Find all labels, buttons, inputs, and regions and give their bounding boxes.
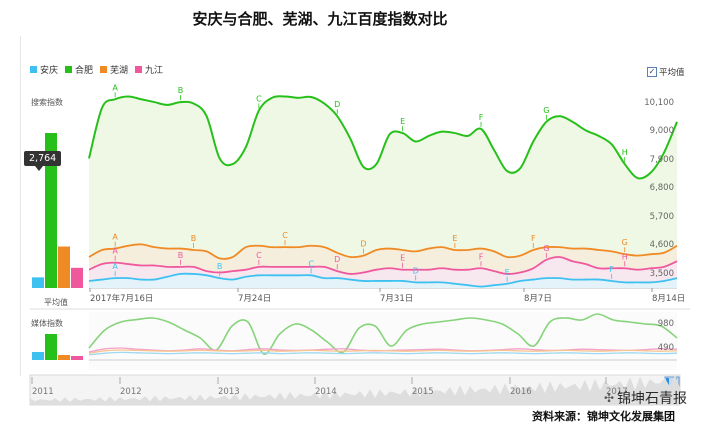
event-marker-F[interactable]: F bbox=[531, 234, 536, 243]
average-toggle-label: 平均值 bbox=[659, 68, 685, 78]
event-marker-A[interactable]: A bbox=[112, 233, 118, 242]
y-tick-label: 4,600 bbox=[650, 240, 674, 250]
event-marker-B[interactable]: B bbox=[178, 251, 184, 260]
average-checkbox[interactable]: ✓ bbox=[647, 67, 657, 77]
timeline-year-label: 2012 bbox=[120, 387, 142, 397]
watermark-text: 锦坤石青报 bbox=[617, 391, 687, 407]
average-bar-九江[interactable] bbox=[71, 267, 83, 288]
legend-label: 九江 bbox=[145, 66, 164, 76]
average-label: 平均值 bbox=[44, 298, 68, 307]
legend-swatch bbox=[100, 66, 108, 73]
search-line-九江 bbox=[88, 256, 678, 275]
watermark: ✣ 锦坤石青报 bbox=[604, 388, 687, 408]
media-line-合肥 bbox=[88, 313, 678, 355]
event-marker-A[interactable]: A bbox=[112, 247, 118, 256]
media-y-tick-label: 490 bbox=[658, 343, 674, 353]
source-note: 资料来源：锦坤文化发展集团 bbox=[532, 410, 675, 423]
average-bar-安庆[interactable] bbox=[32, 277, 44, 288]
event-marker-C[interactable]: C bbox=[256, 95, 262, 104]
event-marker-E[interactable]: E bbox=[452, 234, 457, 243]
timeline-year-label: 2011 bbox=[32, 387, 54, 397]
event-marker-D[interactable]: D bbox=[334, 100, 340, 109]
legend-item-wuhu[interactable]: 芜湖 bbox=[100, 63, 128, 76]
legend-label: 安庆 bbox=[40, 66, 59, 76]
event-marker-F[interactable]: F bbox=[479, 113, 484, 122]
event-marker-C[interactable]: C bbox=[308, 259, 314, 268]
legend-label: 合肥 bbox=[75, 66, 94, 76]
media-index-label: 媒体指数 bbox=[31, 319, 63, 328]
event-marker-F[interactable]: F bbox=[479, 252, 484, 261]
search-line-芜湖 bbox=[88, 243, 678, 260]
media-average-bar-芜湖[interactable] bbox=[58, 355, 70, 360]
event-marker-E[interactable]: E bbox=[400, 254, 405, 263]
y-tick-label: 7,900 bbox=[650, 155, 674, 165]
y-tick-label: 3,500 bbox=[650, 269, 674, 279]
media-line-安庆 bbox=[88, 351, 678, 356]
timeline-year-label: 2014 bbox=[315, 387, 337, 397]
timeline-year-label: 2013 bbox=[218, 387, 240, 397]
y-tick-label: 6,800 bbox=[650, 183, 674, 193]
search-line-安庆 bbox=[88, 272, 678, 288]
y-tick-label: 9,000 bbox=[650, 126, 674, 136]
legend-item-anqing[interactable]: 安庆 bbox=[30, 63, 58, 76]
search-index-label: 搜索指数 bbox=[31, 98, 63, 107]
media-panel-bg bbox=[89, 312, 677, 370]
legend-swatch bbox=[65, 66, 73, 73]
x-tick-label: 2017年7月16日 bbox=[90, 293, 153, 304]
event-marker-A[interactable]: A bbox=[112, 262, 118, 271]
legend: 安庆 合肥 芜湖 九江 bbox=[30, 63, 163, 76]
event-marker-C[interactable]: C bbox=[256, 251, 262, 260]
legend-swatch bbox=[135, 66, 143, 73]
x-tick-label: 8月7日 bbox=[524, 294, 552, 304]
watermark-icon: ✣ bbox=[603, 391, 614, 405]
event-marker-A[interactable]: A bbox=[112, 83, 118, 92]
event-marker-B[interactable]: B bbox=[191, 234, 197, 243]
event-marker-B[interactable]: B bbox=[217, 262, 223, 271]
timeline-year-label: 2017 bbox=[606, 387, 628, 397]
x-tick-label: 8月14日 bbox=[652, 294, 685, 304]
media-average-bar-合肥[interactable] bbox=[45, 334, 57, 360]
value-tooltip: 2,764 bbox=[24, 151, 62, 171]
search-area-安庆 bbox=[89, 273, 677, 288]
legend-item-hefei[interactable]: 合肥 bbox=[65, 63, 93, 76]
y-tick-label: 10,100 bbox=[644, 98, 674, 108]
x-tick-label: 7月24日 bbox=[238, 294, 271, 304]
timeline-activity bbox=[30, 374, 680, 405]
timeline-year-label: 2016 bbox=[510, 387, 532, 397]
x-tick-label: 7月31日 bbox=[380, 294, 413, 304]
media-average-bar-安庆[interactable] bbox=[32, 352, 44, 360]
event-marker-G[interactable]: G bbox=[543, 106, 549, 115]
legend-swatch bbox=[30, 66, 37, 73]
event-marker-G[interactable]: G bbox=[622, 238, 628, 247]
event-marker-E[interactable]: E bbox=[505, 268, 510, 277]
average-bar-合肥[interactable] bbox=[45, 133, 57, 288]
event-marker-F[interactable]: F bbox=[609, 265, 614, 274]
event-marker-D[interactable]: D bbox=[334, 255, 340, 264]
chart-title: 安庆与合肥、芜湖、九江百度指数对比 bbox=[192, 10, 448, 28]
event-marker-B[interactable]: B bbox=[178, 86, 184, 95]
event-marker-D[interactable]: D bbox=[360, 240, 366, 249]
event-marker-C[interactable]: C bbox=[282, 231, 288, 240]
event-marker-D[interactable]: D bbox=[413, 266, 419, 275]
average-bar-芜湖[interactable] bbox=[58, 246, 70, 288]
timeline-year-label: 2015 bbox=[412, 387, 434, 397]
event-marker-E[interactable]: E bbox=[400, 117, 405, 126]
media-line-芜湖 bbox=[88, 349, 678, 354]
y-tick-label: 5,700 bbox=[650, 212, 674, 222]
media-y-tick-label: 980 bbox=[658, 319, 674, 329]
search-area-合肥 bbox=[89, 96, 677, 288]
search-line-合肥 bbox=[88, 95, 678, 180]
event-marker-G[interactable]: G bbox=[543, 244, 549, 253]
legend-item-jiujiang[interactable]: 九江 bbox=[135, 63, 163, 76]
event-marker-H[interactable]: H bbox=[622, 148, 628, 157]
legend-label: 芜湖 bbox=[110, 66, 129, 76]
event-marker-H[interactable]: H bbox=[622, 252, 628, 261]
media-average-bar-九江[interactable] bbox=[71, 356, 83, 360]
average-toggle[interactable]: ✓ 平均值 bbox=[647, 66, 685, 78]
